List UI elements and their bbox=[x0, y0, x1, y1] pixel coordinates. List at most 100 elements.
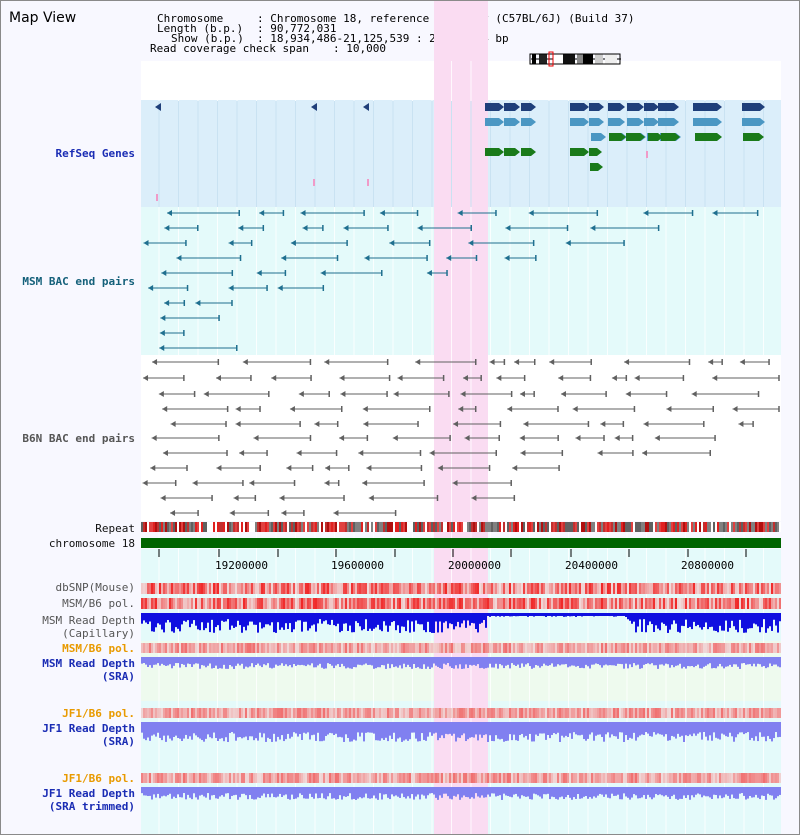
msm-depth-capillary-bar bbox=[375, 613, 377, 628]
msm-b6-pol-sra-strip bbox=[773, 643, 775, 653]
jf1-depth-trimmed-bar bbox=[727, 787, 729, 796]
jf1-b6-pol-strip bbox=[143, 708, 145, 718]
msm-depth-sra-bar bbox=[613, 657, 615, 666]
msm-depth-capillary-bar bbox=[319, 613, 321, 620]
msm-depth-sra-bar bbox=[335, 657, 337, 666]
msm-b6-pol-sra-strip bbox=[387, 643, 389, 653]
msm-b6-pol-strip bbox=[755, 598, 757, 609]
jf1-b6-pol-trimmed-strip bbox=[645, 773, 647, 783]
repeat-segment bbox=[675, 522, 677, 532]
msm-depth-sra-bar bbox=[775, 657, 777, 665]
msm-b6-pol-strip bbox=[449, 598, 451, 609]
msm-b6-pol-strip bbox=[143, 598, 145, 609]
dbsnp-strip bbox=[481, 583, 483, 594]
jf1-b6-pol-strip bbox=[693, 708, 695, 718]
msm-b6-pol-strip bbox=[641, 598, 643, 609]
msm-b6-pol-sra-strip bbox=[229, 643, 231, 653]
repeat-segment bbox=[403, 522, 405, 532]
msm-b6-pol-sra-strip bbox=[279, 643, 281, 653]
dbsnp-strip bbox=[289, 583, 291, 594]
jf1-depth-trimmed-bar bbox=[241, 787, 243, 794]
msm-depth-capillary-bar bbox=[515, 613, 517, 617]
jf1-b6-pol-strip bbox=[385, 708, 387, 718]
msm-depth-capillary-bar bbox=[701, 613, 703, 630]
msm-b6-pol-strip bbox=[141, 598, 143, 609]
msm-depth-sra-bar bbox=[183, 657, 185, 665]
jf1-b6-pol-strip bbox=[145, 708, 147, 718]
msm-b6-pol-sra-strip bbox=[441, 643, 443, 653]
jf1-depth-trimmed-bar bbox=[383, 787, 385, 795]
jf1-depth-sra-bar bbox=[637, 722, 639, 738]
msm-depth-capillary-bar bbox=[201, 613, 203, 623]
msm-b6-pol-strip bbox=[591, 598, 593, 609]
jf1-b6-pol-strip bbox=[501, 708, 503, 718]
jf1-b6-pol-trimmed-strip bbox=[307, 773, 309, 783]
jf1-b6-pol-strip bbox=[287, 708, 289, 718]
jf1-b6-pol-strip bbox=[677, 708, 679, 718]
jf1-depth-sra-bar bbox=[311, 722, 313, 736]
dbsnp-strip bbox=[741, 583, 743, 594]
msm-depth-capillary-bar bbox=[503, 613, 505, 617]
repeat-segment bbox=[309, 522, 311, 532]
msm-depth-capillary-bar bbox=[655, 613, 657, 626]
msm-depth-capillary-bar bbox=[215, 613, 217, 628]
msm-depth-sra-bar bbox=[313, 657, 315, 668]
msm-b6-pol-sra-strip bbox=[341, 643, 343, 653]
msm-b6-pol-sra-strip bbox=[539, 643, 541, 653]
msm-b6-pol-strip bbox=[775, 598, 777, 609]
jf1-depth-trimmed-bar bbox=[161, 787, 163, 797]
msm-depth-capillary-bar bbox=[481, 613, 483, 623]
msm-b6-pol-strip bbox=[671, 598, 673, 609]
jf1-b6-pol-strip bbox=[725, 708, 727, 718]
refseq-gene-arrow bbox=[675, 133, 680, 141]
jf1-depth-sra-bar bbox=[415, 722, 417, 739]
dbsnp-strip bbox=[205, 583, 207, 594]
msm-b6-pol-sra-strip bbox=[545, 643, 547, 653]
msm-depth-capillary-bar bbox=[765, 613, 767, 633]
jf1-b6-pol-strip bbox=[231, 708, 233, 718]
msm-depth-sra-bar bbox=[405, 657, 407, 668]
jf1-depth-sra-bar bbox=[265, 722, 267, 742]
dbsnp-strip bbox=[259, 583, 261, 594]
msm-b6-pol-sra-strip bbox=[595, 643, 597, 653]
jf1-depth-sra-bar bbox=[381, 722, 383, 739]
msm-depth-capillary-bar bbox=[443, 613, 445, 623]
repeat-segment bbox=[151, 522, 153, 532]
b6n-bac-pair-end bbox=[464, 435, 470, 441]
jf1-b6-pol-trimmed-strip bbox=[745, 773, 747, 783]
repeat-segment bbox=[423, 522, 425, 532]
jf1-b6-pol-strip bbox=[281, 708, 283, 718]
jf1-b6-pol-trimmed-strip bbox=[223, 773, 225, 783]
jf1-depth-sra-bar bbox=[759, 722, 761, 733]
msm-b6-pol-sra-strip bbox=[179, 643, 181, 653]
msm-b6-pol-sra-strip bbox=[275, 643, 277, 653]
jf1-depth-sra-bar bbox=[467, 722, 469, 740]
jf1-depth-trimmed-bar bbox=[249, 787, 251, 796]
jf1-depth-sra-bar bbox=[267, 722, 269, 738]
msm-b6-pol-strip bbox=[417, 598, 419, 609]
jf1-depth-sra-bar bbox=[495, 722, 497, 736]
jf1-b6-pol-strip bbox=[727, 708, 729, 718]
msm-depth-sra-bar bbox=[153, 657, 155, 665]
jf1-b6-pol-trimmed-strip bbox=[659, 773, 661, 783]
msm-b6-pol-strip bbox=[253, 598, 255, 609]
msm-b6-pol-sra-strip bbox=[193, 643, 195, 653]
msm-depth-sra-bar bbox=[403, 657, 405, 664]
msm-b6-pol-strip bbox=[275, 598, 277, 609]
dbsnp-strip bbox=[687, 583, 689, 594]
msm-depth-sra-bar bbox=[165, 657, 167, 666]
repeat-segment bbox=[325, 522, 327, 532]
msm-b6-pol-sra-strip bbox=[735, 643, 737, 653]
jf1-b6-pol-strip bbox=[161, 708, 163, 718]
jf1-depth-sra-bar bbox=[379, 722, 381, 741]
jf1-depth-trimmed-bar bbox=[209, 787, 211, 800]
jf1-b6-pol-strip bbox=[675, 708, 677, 718]
jf1-depth-trimmed-bar bbox=[227, 787, 229, 794]
msm-b6-pol-sra-strip bbox=[191, 643, 193, 653]
jf1-depth-trimmed-bar bbox=[535, 787, 537, 795]
msm-depth-sra-bar bbox=[409, 657, 411, 668]
jf1-depth-trimmed-bar bbox=[233, 787, 235, 796]
msm-depth-capillary-bar bbox=[739, 613, 741, 620]
msm-b6-pol-strip bbox=[471, 598, 473, 609]
